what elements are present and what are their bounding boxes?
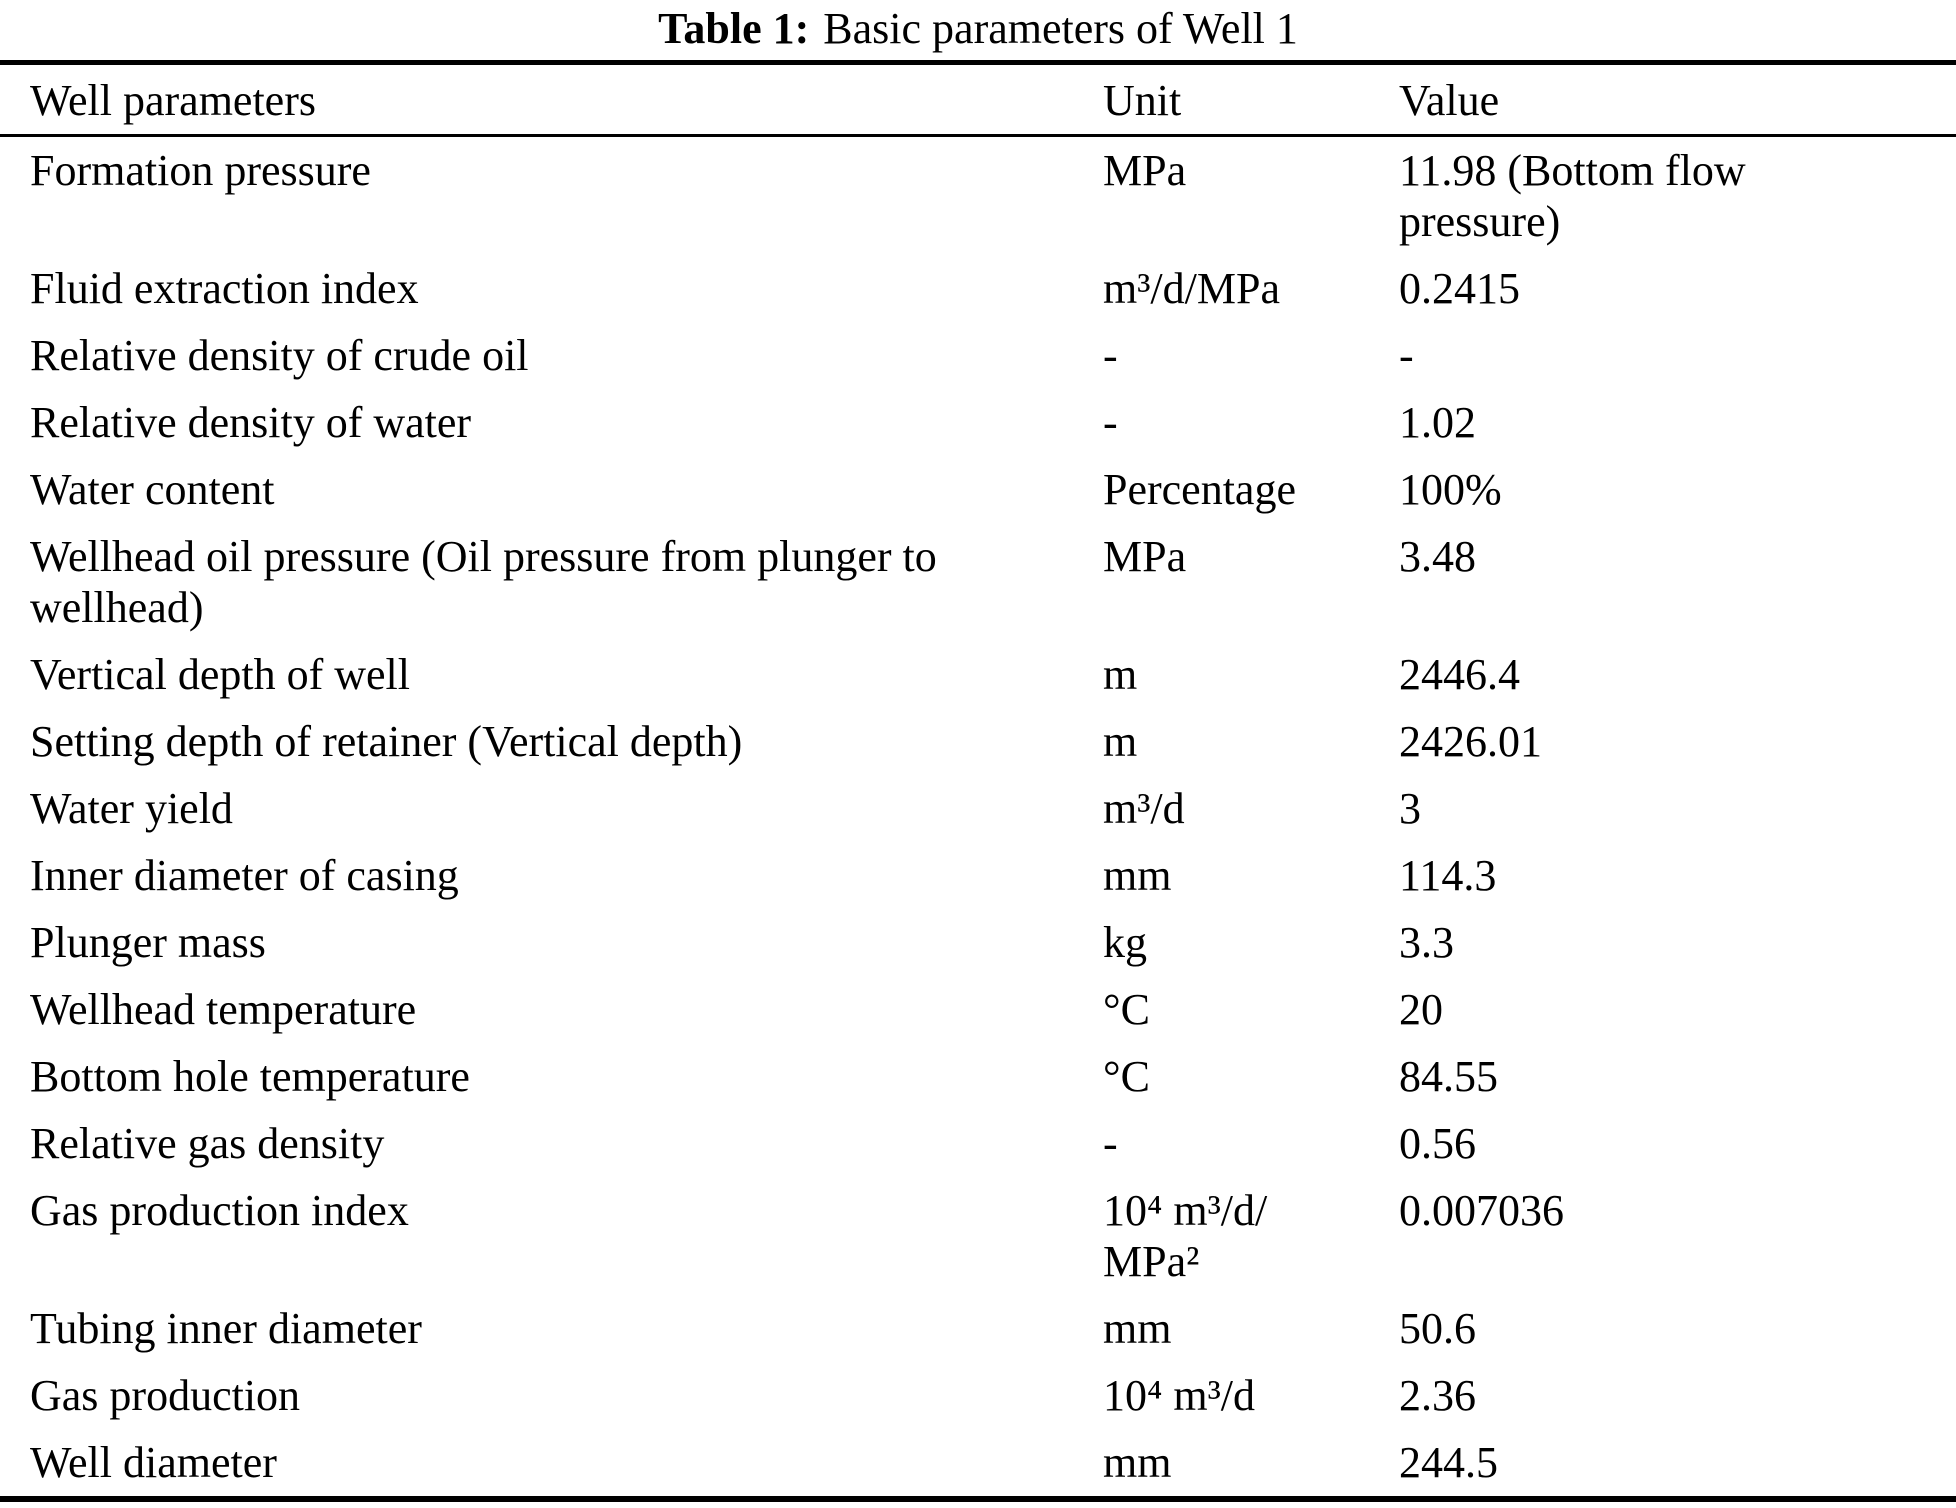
unit-cell: mm bbox=[1103, 851, 1172, 900]
column-header-unit: Unit bbox=[1103, 76, 1182, 125]
table-row: Water content Percentage 100% bbox=[0, 456, 1956, 523]
param-cell: Wellhead temperature bbox=[30, 985, 417, 1034]
param-cell: Well diameter bbox=[30, 1438, 277, 1487]
unit-cell: - bbox=[1103, 331, 1118, 380]
unit-cell: - bbox=[1103, 398, 1118, 447]
unit-cell: m³/d/MPa bbox=[1103, 264, 1280, 313]
value-cell: 84.55 bbox=[1399, 1052, 1498, 1101]
unit-cell: kg bbox=[1103, 918, 1147, 967]
table-title-text: Basic parameters of Well 1 bbox=[823, 4, 1298, 53]
table-row: Vertical depth of well m 2446.4 bbox=[0, 641, 1956, 708]
value-cell: 50.6 bbox=[1399, 1304, 1476, 1353]
param-cell: Bottom hole temperature bbox=[30, 1052, 470, 1101]
unit-cell: mm bbox=[1103, 1304, 1172, 1353]
table-row: Formation pressure MPa 11.98 (Bottom flo… bbox=[0, 136, 1956, 256]
param-cell: Formation pressure bbox=[30, 146, 371, 195]
value-cell: 3 bbox=[1399, 784, 1421, 833]
param-cell: Relative gas density bbox=[30, 1119, 385, 1168]
param-cell: Gas production bbox=[30, 1371, 301, 1420]
param-cell: Fluid extraction index bbox=[30, 264, 419, 313]
value-cell: 3.3 bbox=[1399, 918, 1454, 967]
unit-cell: °C bbox=[1103, 1052, 1150, 1101]
table-row: Wellhead oil pressure (Oil pressure from… bbox=[0, 523, 1956, 641]
table-row: Fluid extraction index m³/d/MPa 0.2415 bbox=[0, 255, 1956, 322]
value-cell: 11.98 (Bottom flow pressure) bbox=[1399, 146, 1746, 246]
table-row: Water yield m³/d 3 bbox=[0, 775, 1956, 842]
parameters-table: Well parameters Unit Value Formation pre… bbox=[0, 60, 1956, 1502]
param-cell: Wellhead oil pressure (Oil pressure from… bbox=[30, 532, 937, 632]
table-row: Plunger mass kg 3.3 bbox=[0, 909, 1956, 976]
param-cell: Plunger mass bbox=[30, 918, 266, 967]
unit-cell: m bbox=[1103, 717, 1138, 766]
value-cell: 114.3 bbox=[1399, 851, 1497, 900]
unit-cell: - bbox=[1103, 1119, 1118, 1168]
value-cell: 2446.4 bbox=[1399, 650, 1520, 699]
unit-cell: Percentage bbox=[1103, 465, 1296, 514]
value-cell: 2426.01 bbox=[1399, 717, 1542, 766]
param-cell: Water content bbox=[30, 465, 275, 514]
param-cell: Setting depth of retainer (Vertical dept… bbox=[30, 717, 743, 766]
unit-cell: MPa bbox=[1103, 532, 1187, 581]
table-row: Relative gas density - 0.56 bbox=[0, 1110, 1956, 1177]
table-row: Setting depth of retainer (Vertical dept… bbox=[0, 708, 1956, 775]
table-row: Gas production 10⁴ m³/d 2.36 bbox=[0, 1362, 1956, 1429]
table-row: Relative density of crude oil - - bbox=[0, 322, 1956, 389]
unit-cell: 10⁴ m³/d/ MPa² bbox=[1103, 1186, 1268, 1286]
column-header-parameter: Well parameters bbox=[30, 76, 316, 125]
table-row: Tubing inner diameter mm 50.6 bbox=[0, 1295, 1956, 1362]
value-cell: 0.007036 bbox=[1399, 1186, 1564, 1235]
value-cell: - bbox=[1399, 331, 1414, 380]
param-cell: Water yield bbox=[30, 784, 233, 833]
value-cell: 2.36 bbox=[1399, 1371, 1476, 1420]
param-cell: Relative density of crude oil bbox=[30, 331, 529, 380]
unit-cell: 10⁴ m³/d bbox=[1103, 1371, 1255, 1420]
table-title: Table 1: Basic parameters of Well 1 bbox=[0, 0, 1956, 60]
table-row: Relative density of water - 1.02 bbox=[0, 389, 1956, 456]
value-cell: 244.5 bbox=[1399, 1438, 1498, 1487]
table-row: Gas production index 10⁴ m³/d/ MPa² 0.00… bbox=[0, 1177, 1956, 1295]
param-cell: Tubing inner diameter bbox=[30, 1304, 422, 1353]
unit-cell: mm bbox=[1103, 1438, 1172, 1487]
value-cell: 0.56 bbox=[1399, 1119, 1476, 1168]
table-header-row: Well parameters Unit Value bbox=[0, 63, 1956, 136]
param-cell: Vertical depth of well bbox=[30, 650, 410, 699]
unit-cell: MPa bbox=[1103, 146, 1187, 195]
value-cell: 3.48 bbox=[1399, 532, 1476, 581]
column-header-value: Value bbox=[1399, 76, 1500, 125]
table-row: Bottom hole temperature °C 84.55 bbox=[0, 1043, 1956, 1110]
unit-cell: °C bbox=[1103, 985, 1150, 1034]
table-row: Inner diameter of casing mm 114.3 bbox=[0, 842, 1956, 909]
value-cell: 100% bbox=[1399, 465, 1502, 514]
table-title-label: Table 1: bbox=[658, 4, 810, 53]
table-row: Wellhead temperature °C 20 bbox=[0, 976, 1956, 1043]
unit-cell: m³/d bbox=[1103, 784, 1185, 833]
value-cell: 0.2415 bbox=[1399, 264, 1520, 313]
param-cell: Gas production index bbox=[30, 1186, 409, 1235]
param-cell: Relative density of water bbox=[30, 398, 472, 447]
value-cell: 1.02 bbox=[1399, 398, 1476, 447]
table-row: Well diameter mm 244.5 bbox=[0, 1429, 1956, 1499]
param-cell: Inner diameter of casing bbox=[30, 851, 459, 900]
unit-cell: m bbox=[1103, 650, 1138, 699]
value-cell: 20 bbox=[1399, 985, 1443, 1034]
